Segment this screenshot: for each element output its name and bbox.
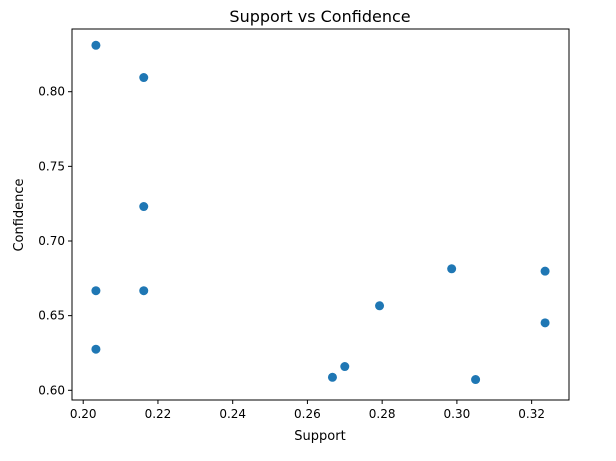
data-point [375,301,385,311]
x-tick-label: 0.30 [444,407,471,421]
data-point [139,73,149,83]
data-point [340,362,350,372]
data-point [540,318,550,328]
data-point [91,40,101,50]
plot-area [71,28,570,401]
y-tick-label: 0.70 [38,234,65,248]
data-point [471,375,481,385]
x-axis-label: Support [294,429,345,444]
x-tick-label: 0.26 [294,407,321,421]
data-point [91,286,101,296]
data-point [540,266,550,276]
x-tick-label: 0.28 [369,407,396,421]
chart-title: Support vs Confidence [229,7,410,26]
y-tick-label: 0.60 [38,383,65,397]
y-axis-ticks: 0.60 0.65 0.70 0.75 0.80 [38,85,72,397]
y-tick-label: 0.75 [38,159,65,173]
x-tick-label: 0.32 [518,407,545,421]
x-tick-label: 0.22 [145,407,172,421]
y-tick-label: 0.65 [38,309,65,323]
data-point [327,372,337,382]
x-tick-label: 0.24 [219,407,246,421]
data-point [139,202,149,212]
y-axis-label: Confidence [12,178,27,251]
data-points [91,40,550,385]
data-point [447,264,457,274]
x-tick-label: 0.20 [70,407,97,421]
y-tick-label: 0.80 [38,85,65,99]
data-point [91,344,101,354]
x-axis-ticks: 0.20 0.22 0.24 0.26 0.28 0.30 0.32 [70,400,545,421]
data-point [139,286,149,296]
